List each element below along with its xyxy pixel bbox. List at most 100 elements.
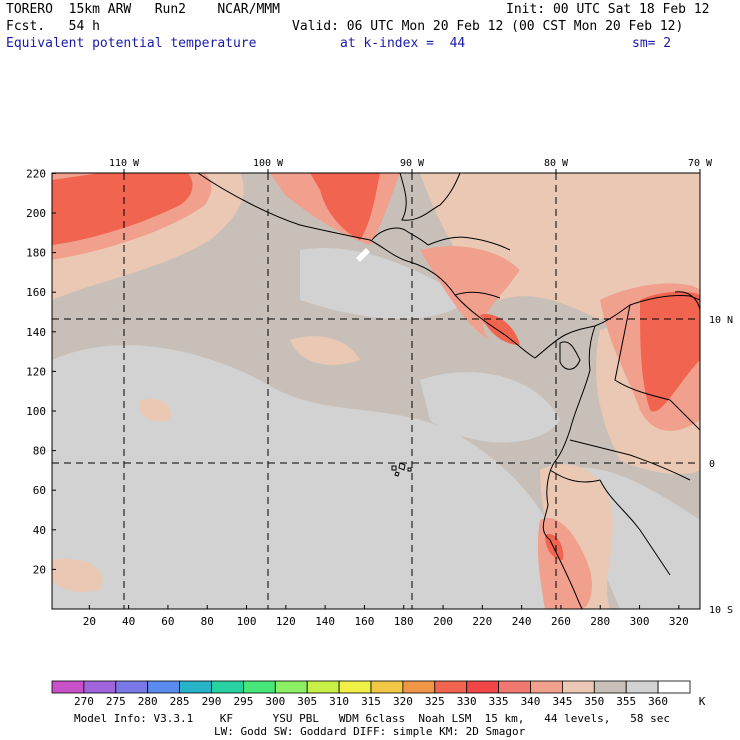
colorbar-label: 310 [329, 695, 349, 708]
coastline-pacific-sa [542, 325, 596, 609]
x-tick-label: 20 [83, 615, 96, 628]
field-grey-patch [420, 372, 560, 443]
colorbar-swatch [593, 680, 627, 694]
colorbar-swatch [179, 680, 212, 694]
colorbar-label: 350 [584, 695, 604, 708]
border-ecuador-peru [549, 469, 601, 483]
galapagos-islands [391, 462, 412, 477]
border-east [669, 399, 700, 431]
coastline-east-island [674, 291, 700, 311]
colorbar-unit: K [699, 695, 706, 708]
y-tick-label: 140 [26, 326, 46, 339]
field-peach-patch [139, 398, 171, 422]
field-red-patch [52, 173, 193, 245]
field-red-patch [480, 314, 520, 345]
init-time: Init: 00 UTC Sat 18 Feb 12 [506, 2, 710, 17]
colorbar-swatch [211, 680, 244, 694]
y-axis: 20 40 60 80 100 120 140 160 180 200 220 [26, 167, 56, 576]
colorbar-swatch [402, 680, 436, 694]
colorbar-swatch [625, 680, 659, 694]
x-tick-label: 160 [354, 615, 374, 628]
colorbar: 270 275 280 285 290 295 300 305 310 315 320 325 330 3… [51, 680, 706, 708]
field-salmon-patch [420, 246, 520, 340]
lat-lon-grid [52, 173, 700, 609]
x-tick-label: 180 [394, 615, 414, 628]
longitude-label: 110 W [109, 158, 140, 169]
colorbar-label: 355 [616, 695, 636, 708]
field-red-patch [640, 291, 700, 412]
x-axis: 20 40 60 80 100 120 140 160 180 200 220 240 260 280 30… [83, 605, 689, 628]
colorbar-label: 345 [552, 695, 572, 708]
model-title: TORERO 15km ARW Run2 NCAR/MMM [6, 2, 280, 17]
colorbar-label: 335 [489, 695, 509, 708]
coastlines [197, 173, 700, 609]
colorbar-label: 270 [74, 695, 94, 708]
coastline-central-america [197, 173, 596, 359]
colorbar-label: 340 [521, 695, 541, 708]
longitude-label: 100 W [253, 158, 284, 169]
colorbar-label: 280 [138, 695, 158, 708]
y-tick-label: 160 [26, 286, 46, 299]
x-tick-label: 220 [472, 615, 492, 628]
colorbar-swatch [498, 680, 531, 694]
border-colombia-ecuador [569, 439, 691, 481]
colorbar-swatch [83, 680, 117, 694]
border-honduras [427, 236, 511, 251]
longitude-label: 70 W [688, 158, 713, 169]
x-tick-label: 240 [512, 615, 532, 628]
y-tick-label: 80 [33, 445, 46, 458]
longitude-label: 80 W [544, 158, 569, 169]
colorbar-swatch [657, 680, 691, 694]
longitude-labels: 110 W 100 W 90 W 80 W 70 W [109, 158, 713, 173]
field-red-patch [310, 173, 380, 240]
field-red-patch [545, 534, 564, 560]
latitude-label: 10 S [709, 605, 733, 616]
field-peach-patch [290, 336, 360, 365]
latitude-labels: 10 N 0 10 S [709, 315, 733, 616]
y-tick-label: 180 [26, 247, 46, 260]
latitude-label: 0 [709, 459, 715, 470]
field-name: Equivalent potential temperature [6, 36, 257, 51]
colorbar-swatch [242, 680, 276, 694]
x-tick-label: 260 [551, 615, 571, 628]
border-mexico-guatemala [371, 227, 429, 246]
x-tick-label: 40 [122, 615, 135, 628]
x-tick-label: 280 [590, 615, 610, 628]
y-tick-label: 200 [26, 207, 46, 220]
y-tick-label: 120 [26, 365, 46, 378]
latitude-label: 10 N [709, 315, 733, 326]
colorbar-label: 315 [361, 695, 381, 708]
colorbar-label: 360 [648, 695, 668, 708]
colorbar-swatch [338, 680, 372, 694]
colorbar-label: 290 [202, 695, 222, 708]
colorbar-swatch [434, 680, 468, 694]
colorbar-swatch [115, 680, 149, 694]
x-tick-label: 320 [669, 615, 689, 628]
colorbar-label: 275 [106, 695, 126, 708]
valid-time: Valid: 06 UTC Mon 20 Feb 12 (00 CST Mon … [292, 19, 684, 34]
colorbar-label: 285 [170, 695, 190, 708]
coastline-lake [559, 341, 581, 370]
x-tick-label: 140 [315, 615, 335, 628]
y-tick-label: 100 [26, 405, 46, 418]
physics-info: LW: Godd SW: Goddard DIFF: simple KM: 2D… [214, 725, 526, 738]
model-info: Model Info: V3.3.1 KF YSU PBL WDM 6class… [74, 712, 671, 725]
coastline-caribbean-sa [594, 295, 700, 327]
x-tick-label: 60 [161, 615, 174, 628]
colorbar-swatch [306, 680, 340, 694]
y-tick-label: 20 [33, 563, 46, 576]
forecast-hour: Fcst. 54 h [6, 19, 100, 34]
smoothing: sm= 2 [632, 36, 672, 51]
colorbar-swatch [466, 680, 500, 694]
x-tick-label: 100 [237, 615, 257, 628]
field-white-spot [356, 248, 370, 262]
colorbar-label: 325 [425, 695, 445, 708]
border-peru-brazil [599, 479, 671, 576]
field-peach-patch [52, 559, 103, 592]
field-grey-patch [52, 345, 580, 609]
x-tick-label: 120 [276, 615, 296, 628]
colorbar-label: 330 [457, 695, 477, 708]
y-tick-label: 220 [26, 167, 46, 180]
colorbar-swatch [562, 680, 595, 694]
